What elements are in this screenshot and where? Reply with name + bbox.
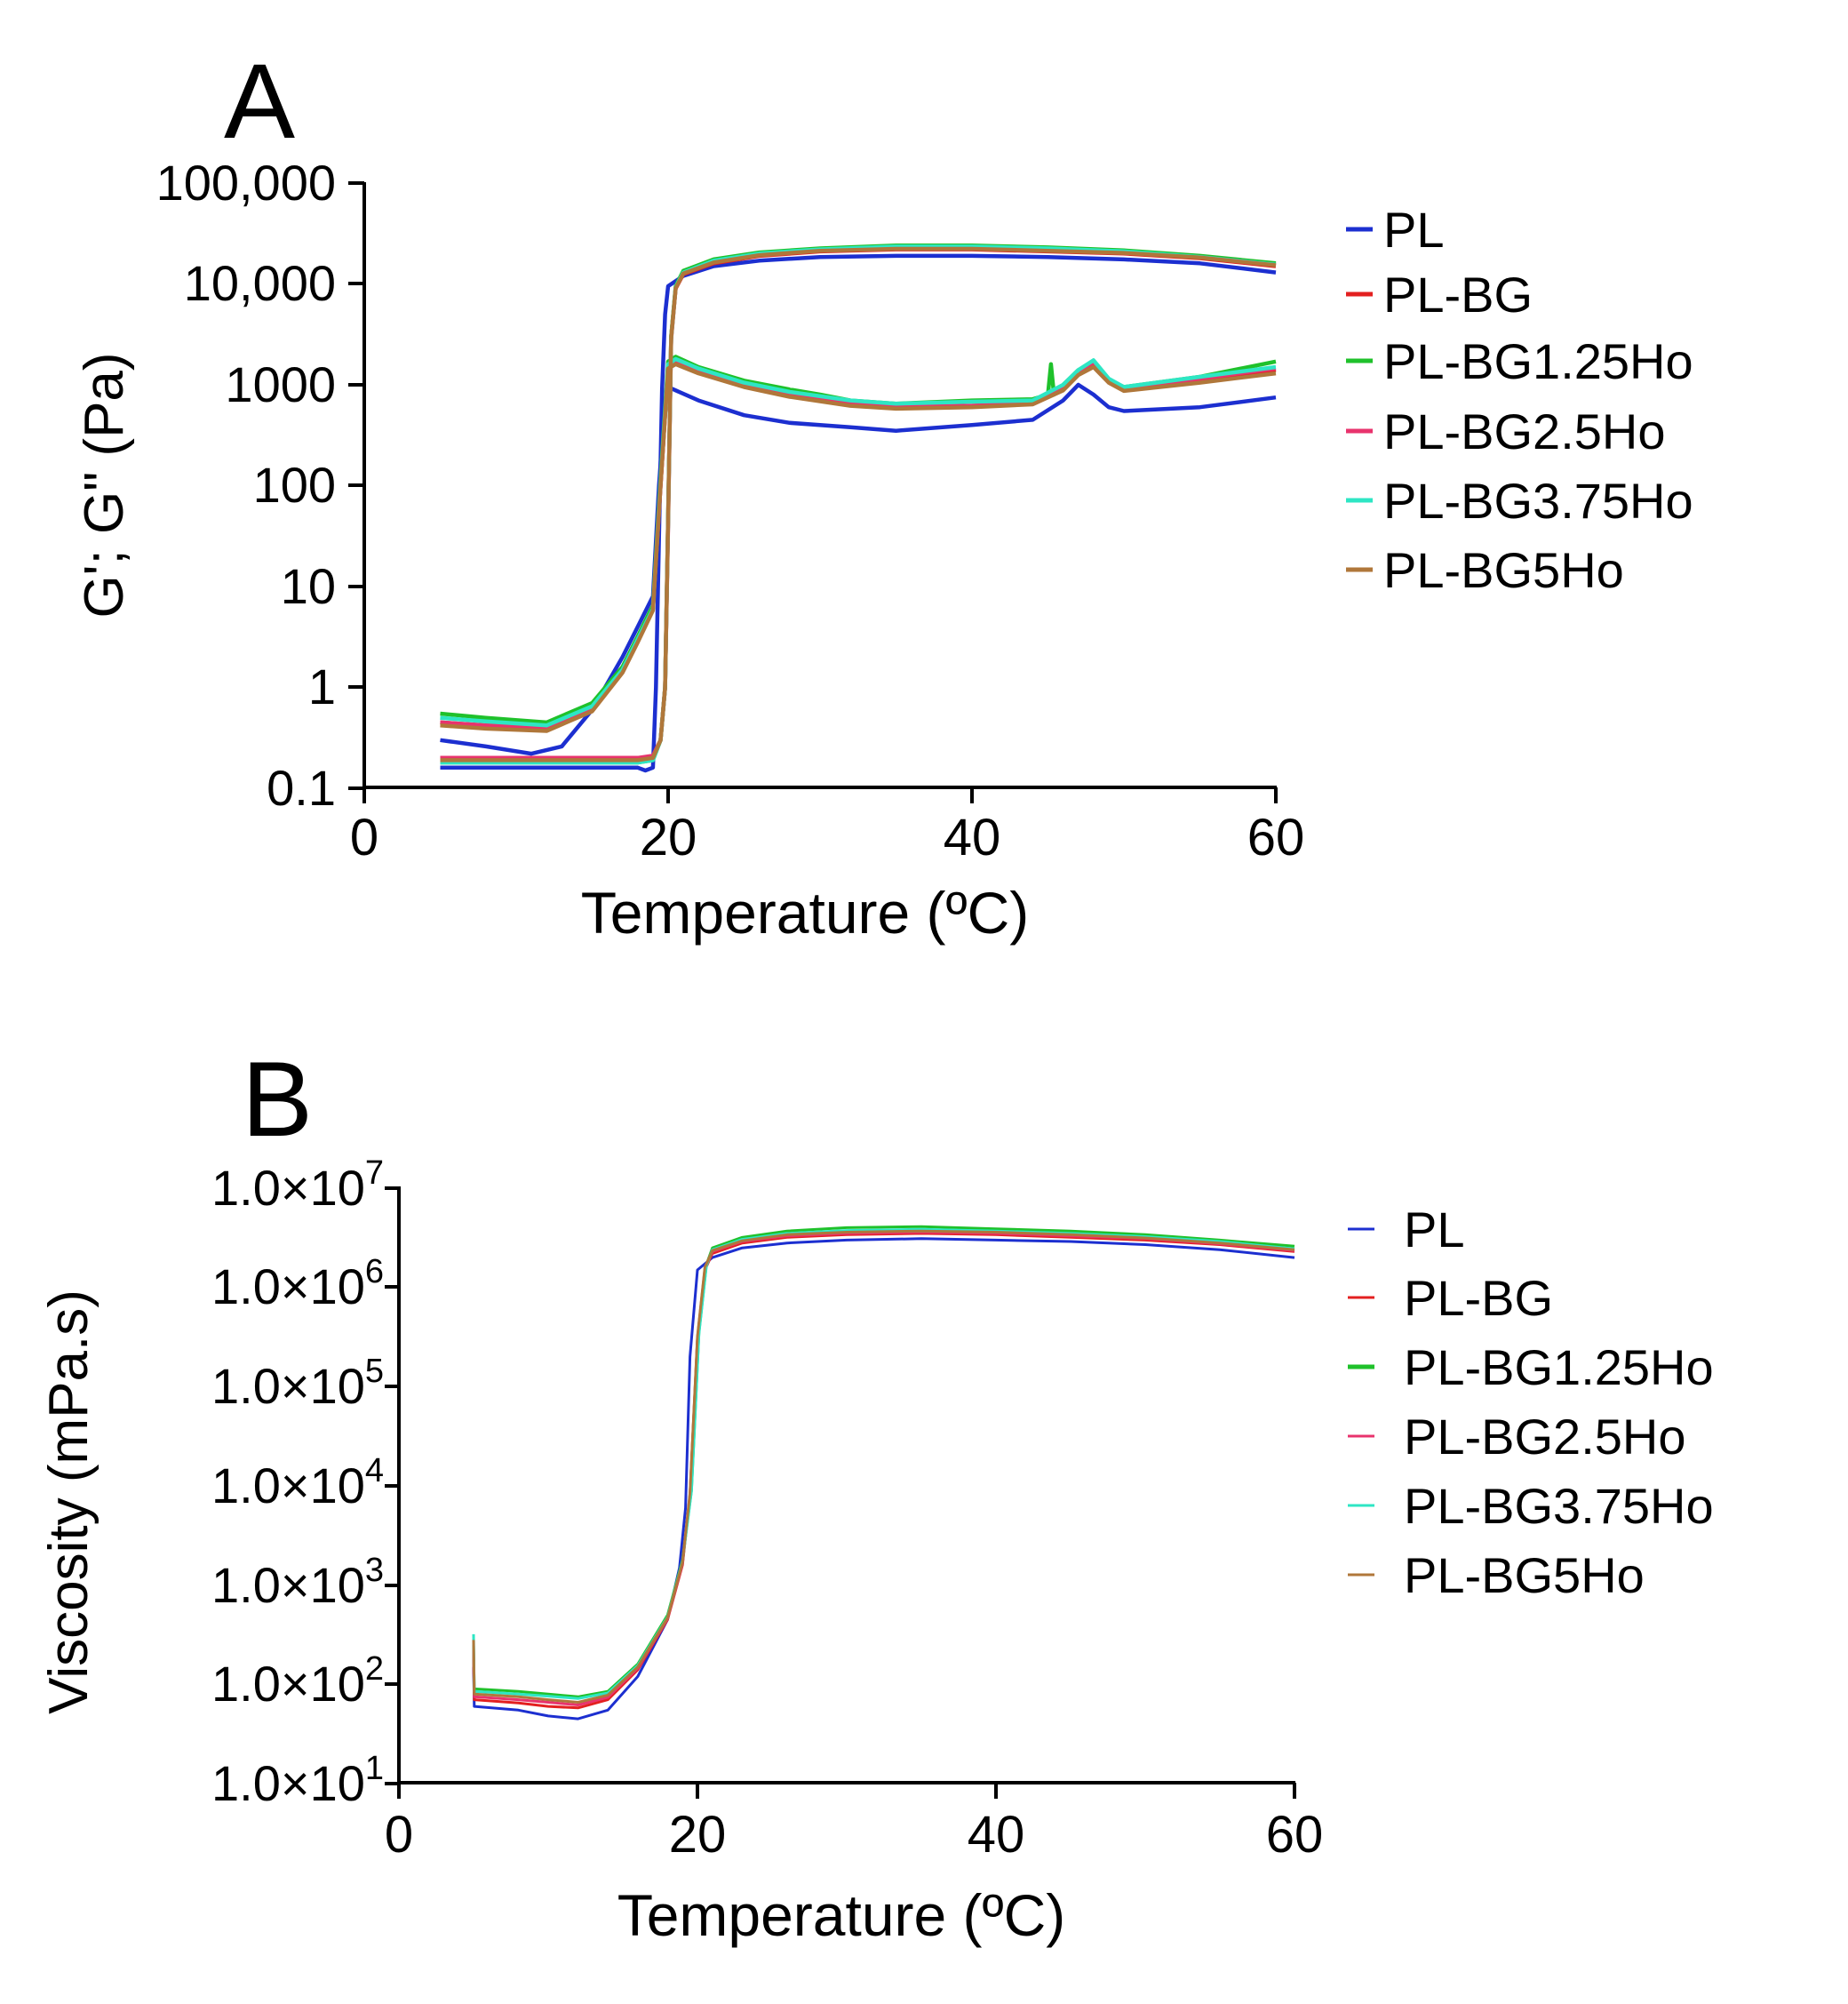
legend-label: PL-BG2.5Ho bbox=[1383, 403, 1666, 459]
y-tick-label: 100 bbox=[253, 457, 336, 513]
panel-b-x-axis-label: Temperature (ºC) bbox=[617, 1882, 1066, 1948]
panel-a-label: A bbox=[224, 42, 295, 161]
legend-label: PL-BG2.5Ho bbox=[1404, 1409, 1686, 1465]
panel-b: B 1.0×101 1.0×102 1.0×103 1.0×104 1.0×10… bbox=[38, 1040, 1714, 1948]
y-tick-label: 0.1 bbox=[267, 760, 336, 816]
panel-a-y-ticks bbox=[348, 181, 364, 790]
legend-label: PL-BG1.25Ho bbox=[1404, 1339, 1714, 1395]
series-line bbox=[472, 1237, 1295, 1721]
x-tick-label: 40 bbox=[944, 809, 1001, 866]
y-tick-label: 1000 bbox=[225, 356, 336, 412]
y-tick-label: 1.0×104 bbox=[211, 1452, 384, 1513]
series-line bbox=[440, 253, 1277, 773]
panel-a-plot-area bbox=[440, 244, 1277, 773]
panel-a-x-axis-label: Temperature (ºC) bbox=[581, 880, 1030, 946]
legend-label: PL-BG5Ho bbox=[1383, 542, 1624, 598]
legend-label: PL-BG1.25Ho bbox=[1383, 333, 1693, 389]
panel-b-y-axis-label: Viscosity (mPa.s) bbox=[38, 1289, 100, 1714]
legend-label: PL-BG bbox=[1404, 1270, 1553, 1326]
x-tick-label: 60 bbox=[1247, 809, 1305, 866]
x-tick-label: 60 bbox=[1266, 1806, 1324, 1864]
panel-b-legend: PL PL-BG PL-BG1.25Ho PL-BG2.5Ho PL-BG3.7… bbox=[1348, 1202, 1714, 1603]
panel-a: A 0.1 1 10 100 1000 10,000 100,000 bbox=[74, 42, 1693, 946]
series-line bbox=[440, 246, 1277, 762]
x-tick-label: 20 bbox=[640, 809, 697, 866]
panel-a-legend: PL PL-BG PL-BG1.25Ho PL-BG2.5Ho PL-BG3.7… bbox=[1346, 202, 1693, 598]
y-tick-label: 10 bbox=[281, 558, 336, 614]
panel-b-label: B bbox=[242, 1040, 313, 1159]
panel-a-y-axis-label: G'; G" (Pa) bbox=[74, 352, 135, 618]
y-tick-label: 1.0×102 bbox=[211, 1650, 384, 1712]
panel-b-x-tick-labels: 0 20 40 60 bbox=[385, 1806, 1323, 1864]
x-tick-label: 20 bbox=[669, 1806, 727, 1864]
y-tick-label: 1.0×106 bbox=[211, 1253, 384, 1314]
y-tick-label: 1.0×101 bbox=[211, 1750, 384, 1811]
x-tick-label: 0 bbox=[385, 1806, 413, 1864]
y-tick-label: 1 bbox=[308, 659, 336, 715]
legend-label: PL-BG3.75Ho bbox=[1404, 1478, 1714, 1534]
legend-label: PL-BG3.75Ho bbox=[1383, 473, 1693, 529]
panel-b-plot-area bbox=[472, 1225, 1295, 1721]
y-tick-label: 10,000 bbox=[184, 255, 336, 311]
x-tick-label: 40 bbox=[968, 1806, 1025, 1864]
panel-a-x-ticks bbox=[362, 787, 1278, 803]
x-tick-label: 0 bbox=[350, 809, 378, 866]
legend-label: PL bbox=[1383, 202, 1445, 258]
panel-b-y-ticks bbox=[385, 1186, 399, 1785]
legend-label: PL-BG bbox=[1383, 267, 1533, 323]
panel-a-x-tick-labels: 0 20 40 60 bbox=[350, 809, 1304, 866]
legend-label: PL-BG5Ho bbox=[1404, 1547, 1645, 1603]
y-tick-label: 1.0×107 bbox=[211, 1154, 384, 1216]
y-tick-label: 1.0×105 bbox=[211, 1353, 384, 1414]
panel-a-y-tick-labels: 0.1 1 10 100 1000 10,000 100,000 bbox=[156, 155, 336, 816]
legend-label: PL bbox=[1404, 1202, 1465, 1257]
y-tick-label: 100,000 bbox=[156, 155, 336, 211]
panel-b-x-ticks bbox=[397, 1783, 1296, 1799]
y-tick-label: 1.0×103 bbox=[211, 1552, 384, 1613]
series-line bbox=[440, 356, 1277, 728]
series-line bbox=[440, 362, 1277, 733]
panel-b-y-tick-labels: 1.0×101 1.0×102 1.0×103 1.0×104 1.0×105 … bbox=[211, 1154, 384, 1811]
series-line bbox=[472, 1229, 1295, 1704]
